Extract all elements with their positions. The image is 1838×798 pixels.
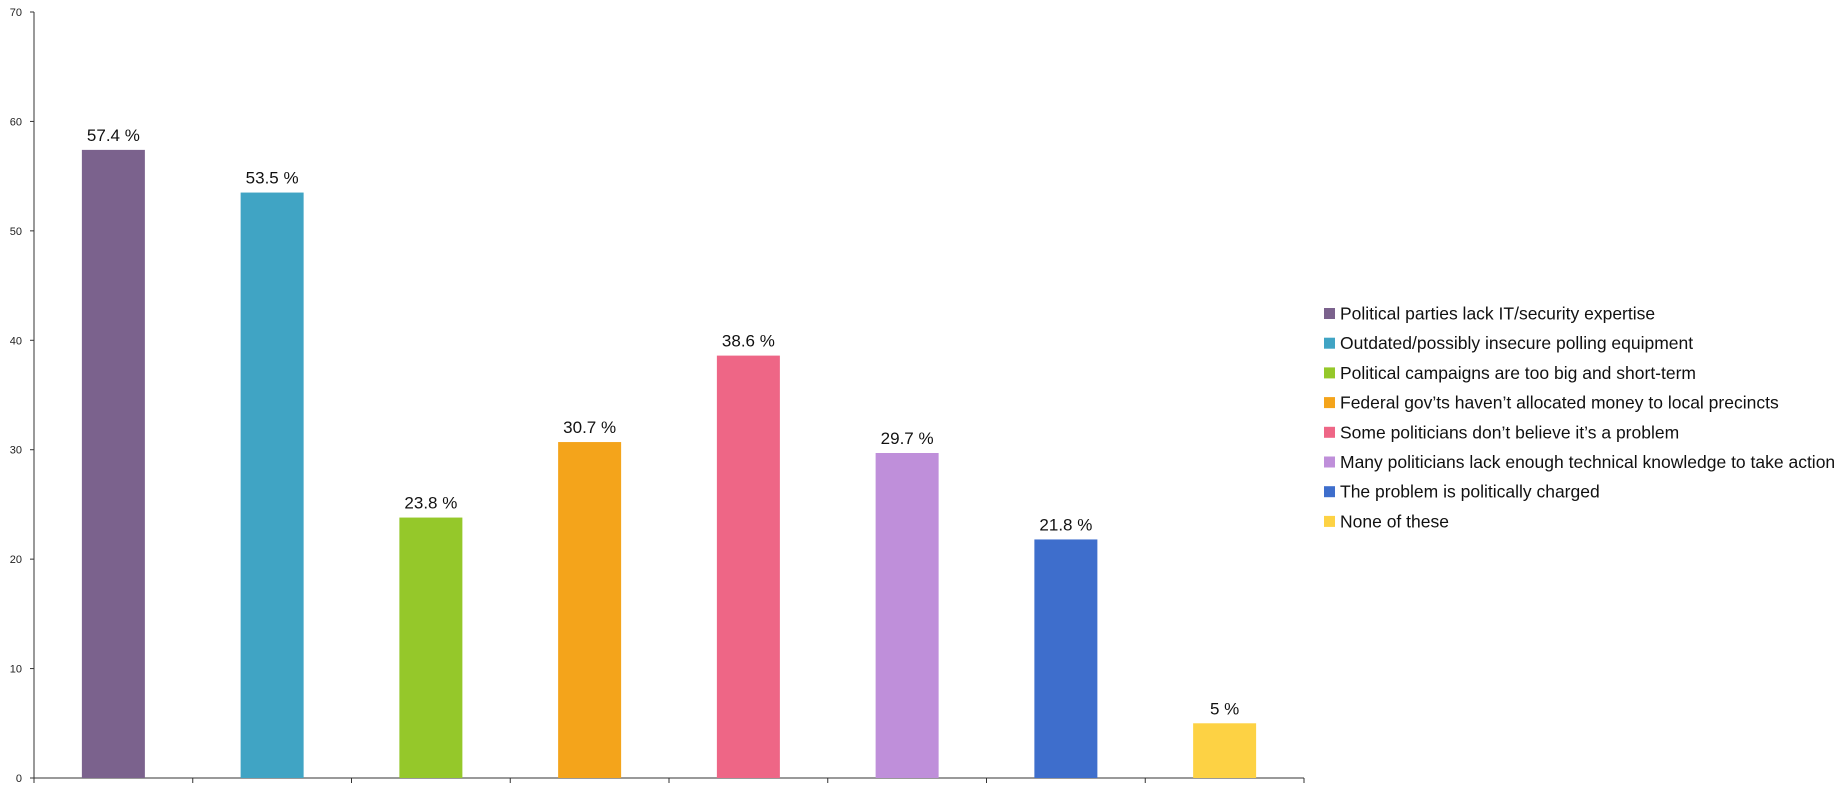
legend-entry-label: Political parties lack IT/security exper… bbox=[1340, 304, 1655, 324]
bar-data-label: 57.4 % bbox=[87, 126, 140, 145]
legend-entry-label: Political campaigns are too big and shor… bbox=[1340, 363, 1696, 383]
y-tick-label: 50 bbox=[10, 226, 22, 238]
legend-swatch bbox=[1324, 367, 1335, 379]
y-tick-label: 40 bbox=[10, 335, 22, 347]
legend-swatch bbox=[1324, 515, 1335, 527]
legend-swatch bbox=[1324, 456, 1335, 468]
bar bbox=[399, 517, 463, 778]
legend-entry-label: The problem is politically charged bbox=[1340, 482, 1600, 502]
y-tick-label: 60 bbox=[10, 116, 22, 128]
legend-swatch bbox=[1324, 397, 1335, 409]
legend-swatch bbox=[1324, 486, 1335, 498]
legend-entry-label: None of these bbox=[1340, 511, 1449, 531]
legend-entry-label: Federal gov’ts haven’t allocated money t… bbox=[1340, 393, 1779, 413]
bar bbox=[716, 355, 780, 778]
bar-data-label: 21.8 % bbox=[1039, 515, 1092, 534]
bar-data-label: 53.5 % bbox=[246, 169, 299, 188]
legend-entry-label: Some politicians don’t believe it’s a pr… bbox=[1340, 422, 1679, 442]
legend-entry-label: Many politicians lack enough technical k… bbox=[1340, 452, 1835, 472]
bar bbox=[1193, 723, 1257, 778]
bar-data-label: 29.7 % bbox=[881, 429, 934, 448]
y-tick-label: 30 bbox=[10, 445, 22, 457]
legend-swatch bbox=[1324, 308, 1335, 319]
y-tick-label: 0 bbox=[16, 773, 22, 785]
x-axis bbox=[33, 777, 1305, 783]
bar-data-label: 30.7 % bbox=[563, 418, 616, 437]
data-labels: 57.4 % 53.5 % 23.8 % 30.7 % 38.6 % 29.7 % 21.8… bbox=[87, 126, 1239, 718]
bars bbox=[81, 149, 1257, 779]
bar bbox=[558, 442, 622, 778]
bar bbox=[875, 452, 939, 778]
bar-data-label: 38.6 % bbox=[722, 332, 775, 351]
legend: Political parties lack IT/security exper… bbox=[1324, 304, 1835, 531]
legend-swatch bbox=[1324, 426, 1335, 438]
bar bbox=[81, 149, 145, 778]
bar bbox=[1034, 539, 1098, 778]
y-axis: 0 10 20 30 40 50 60 70 bbox=[10, 7, 35, 785]
bar bbox=[240, 192, 304, 779]
y-tick-label: 20 bbox=[10, 554, 22, 566]
bar-data-label: 5 % bbox=[1210, 699, 1239, 718]
legend-swatch bbox=[1324, 337, 1335, 349]
legend-entry-label: Outdated/possibly insecure polling equip… bbox=[1340, 333, 1693, 353]
bar-data-label: 23.8 % bbox=[404, 494, 457, 513]
y-tick-label: 70 bbox=[10, 7, 22, 19]
y-tick-label: 10 bbox=[10, 664, 22, 676]
